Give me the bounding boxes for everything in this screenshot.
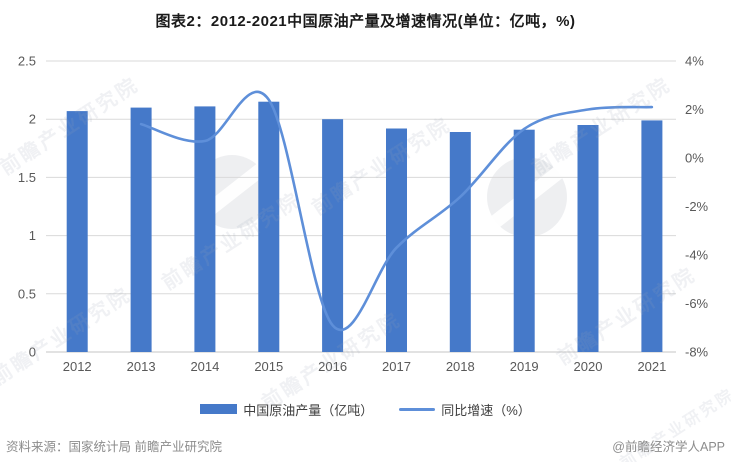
bar-series-production bbox=[66, 101, 663, 353]
svg-text:0%: 0% bbox=[685, 151, 704, 166]
bar-2020 bbox=[577, 125, 599, 352]
svg-text:2: 2 bbox=[29, 112, 36, 127]
svg-text:2015: 2015 bbox=[254, 359, 283, 374]
line-series-swatch bbox=[399, 407, 436, 411]
bar-2012 bbox=[66, 111, 88, 352]
svg-text:0.5: 0.5 bbox=[18, 286, 36, 301]
chart-title: 图表2：2012-2021中国原油产量及增速情况(单位：亿吨，%) bbox=[155, 13, 576, 30]
svg-text:2021: 2021 bbox=[637, 359, 666, 374]
svg-text:2013: 2013 bbox=[127, 359, 156, 374]
watermark-logo bbox=[195, 155, 567, 237]
svg-text:2020: 2020 bbox=[574, 359, 603, 374]
legend-item-growth: 同比增速（%） bbox=[399, 400, 531, 419]
svg-text:2012: 2012 bbox=[63, 359, 92, 374]
svg-text:2014: 2014 bbox=[190, 359, 219, 374]
line-series-growth bbox=[139, 90, 654, 332]
x-axis-labels: 2012 2013 2014 2015 2016 2017 2018 2019 2020 2021 bbox=[63, 359, 667, 374]
svg-text:2.5: 2.5 bbox=[18, 54, 36, 69]
credit-text: @前瞻经济学人APP bbox=[612, 439, 725, 454]
right-axis-tick-labels: -8% -6% -4% -2% 0% 2% 4% bbox=[685, 54, 709, 360]
svg-text:0: 0 bbox=[29, 345, 36, 360]
bar-series-swatch bbox=[200, 404, 238, 414]
svg-text:-6%: -6% bbox=[685, 296, 709, 311]
bar-2019 bbox=[513, 129, 535, 352]
bar-2013 bbox=[130, 107, 152, 352]
bar-2014 bbox=[194, 106, 216, 353]
svg-text:4%: 4% bbox=[685, 54, 704, 69]
left-axis-tick-labels: 0 0.5 1 1.5 2 2.5 bbox=[18, 54, 36, 360]
svg-text:2017: 2017 bbox=[382, 359, 411, 374]
legend-label: 中国原油产量（亿吨） bbox=[243, 402, 374, 418]
bar-2018 bbox=[449, 132, 471, 352]
svg-text:1.5: 1.5 bbox=[18, 170, 36, 185]
legend-item-production: 中国原油产量（亿吨） bbox=[200, 400, 373, 419]
legend-label: 同比增速（%） bbox=[441, 402, 531, 418]
data-source-text: 资料来源：国家统计局 前瞻产业研究院 bbox=[6, 439, 222, 454]
svg-text:-8%: -8% bbox=[685, 345, 709, 360]
bar-2016 bbox=[322, 119, 344, 352]
svg-text:-4%: -4% bbox=[685, 248, 709, 263]
chart-legend: 中国原油产量（亿吨） 同比增速（%） bbox=[0, 399, 731, 419]
svg-text:2019: 2019 bbox=[510, 359, 539, 374]
bar-2021 bbox=[641, 120, 663, 353]
svg-text:2%: 2% bbox=[685, 102, 704, 117]
svg-text:-2%: -2% bbox=[685, 199, 709, 214]
bar-2017 bbox=[386, 128, 407, 352]
svg-text:2016: 2016 bbox=[318, 359, 347, 374]
bar-2015 bbox=[258, 101, 280, 352]
svg-text:2018: 2018 bbox=[446, 359, 475, 374]
svg-text:1: 1 bbox=[29, 228, 36, 243]
chart-footer: 资料来源：国家统计局 前瞻产业研究院 @前瞻经济学人APP bbox=[0, 433, 731, 457]
